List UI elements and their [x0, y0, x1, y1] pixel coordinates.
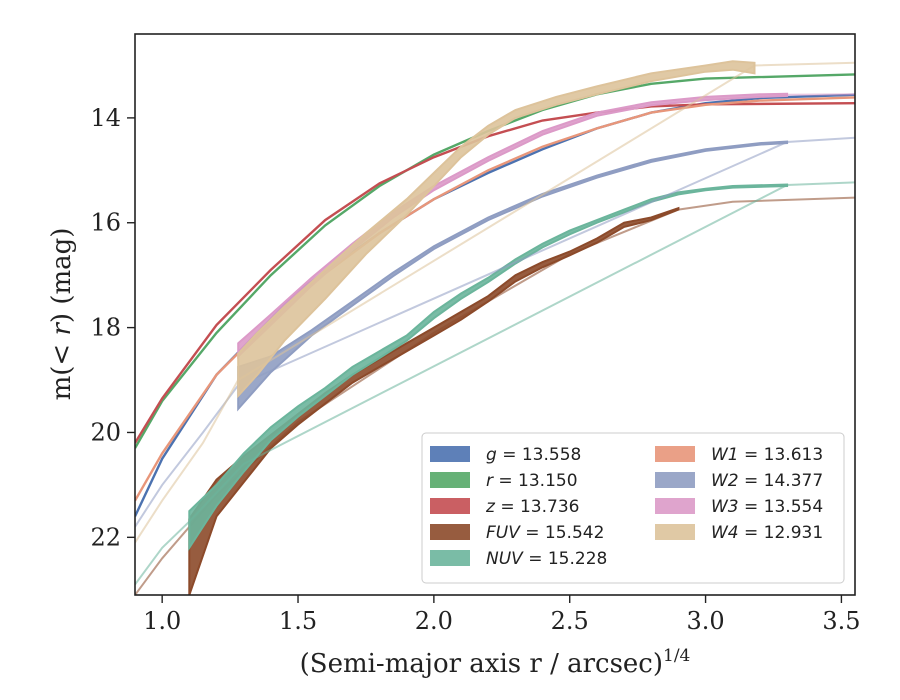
y-tick-label: 14 [90, 104, 121, 132]
legend-label: z = 13.736 [485, 497, 579, 517]
legend-swatch [430, 472, 470, 488]
series-faint-line [135, 61, 855, 544]
y-tick-label: 20 [90, 418, 121, 446]
series-line [135, 102, 855, 444]
legend-item-fuv: FUV = 15.542 [430, 523, 604, 543]
legend-item-w3: W3 = 13.554 [655, 497, 823, 517]
legend-frame [421, 432, 845, 584]
legend-label: g = 13.558 [486, 445, 581, 465]
legend-item-r: r = 13.150 [430, 471, 578, 491]
legend-swatch [655, 472, 695, 488]
series-line [135, 73, 855, 449]
y-tick-label: 16 [90, 209, 121, 237]
x-tick-label: 2.5 [551, 607, 589, 635]
y-axis: 14 16 18 20 22 [90, 104, 135, 551]
series-nuv [135, 181, 855, 586]
series-line [135, 96, 855, 502]
series-band [237, 60, 756, 399]
series-w2 [135, 136, 855, 528]
legend-label: W2 = 14.377 [711, 471, 823, 491]
x-tick-label: 1.0 [143, 607, 181, 635]
legend-label: r = 13.150 [486, 471, 578, 491]
series-r [135, 73, 855, 449]
legend-swatch [655, 524, 695, 540]
series-faint-line [135, 136, 855, 528]
legend-item-z: z = 13.736 [430, 497, 579, 517]
legend-item-w4: W4 = 12.931 [655, 523, 823, 543]
y-axis-label: m(< r) (mag) [47, 228, 77, 401]
series-band [188, 183, 789, 552]
x-axis-label: (Semi-major axis r / arcsec)1/4 [300, 646, 691, 679]
legend-swatch [430, 550, 470, 566]
legend-item-nuv: NUV = 15.228 [430, 549, 607, 569]
legend-item-w2: W2 = 14.377 [655, 471, 823, 491]
series-w4 [135, 60, 855, 544]
legend-item-g: g = 13.558 [430, 445, 581, 465]
x-tick-label: 3.5 [822, 607, 860, 635]
legend: g = 13.558 r = 13.150 z = 13.736 FUV = 15.5… [421, 432, 845, 584]
legend-item-w1: W1 = 13.613 [655, 445, 823, 465]
series-faint-line [787, 93, 855, 96]
series-w1 [135, 96, 855, 502]
legend-swatch [430, 498, 470, 514]
legend-swatch [655, 498, 695, 514]
legend-label: W1 = 13.613 [711, 445, 823, 465]
legend-label: NUV = 15.228 [486, 549, 607, 569]
legend-label: W4 = 12.931 [711, 523, 823, 543]
y-tick-label: 22 [90, 523, 121, 551]
x-tick-label: 3.0 [686, 607, 724, 635]
legend-label: W3 = 13.554 [711, 497, 823, 517]
y-tick-label: 18 [90, 314, 121, 342]
series-z [135, 102, 855, 444]
legend-label: FUV = 15.542 [486, 523, 604, 543]
series-band [237, 140, 789, 412]
legend-swatch [655, 446, 695, 462]
x-tick-label: 2.0 [415, 607, 453, 635]
legend-swatch [430, 524, 470, 540]
plot-frame [134, 33, 856, 596]
series-layer [135, 60, 855, 595]
x-tick-label: 1.5 [279, 607, 317, 635]
x-axis: 1.0 1.5 2.0 2.5 3.0 3.5 [143, 595, 861, 635]
legend-swatch [430, 446, 470, 462]
